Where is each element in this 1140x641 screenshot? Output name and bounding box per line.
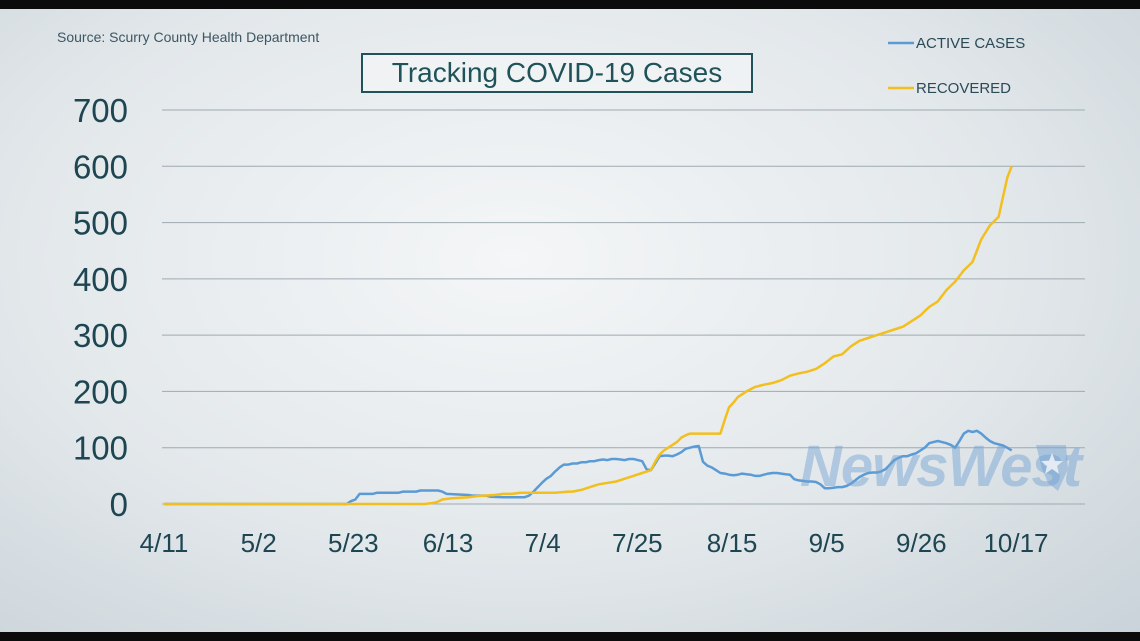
legend-label: RECOVERED <box>916 80 1011 97</box>
y-tick-label: 0 <box>110 486 128 523</box>
series-line-active-cases <box>164 429 1013 506</box>
x-tick-label: 5/2 <box>241 528 277 558</box>
chart-frame: Source: Scurry County Health Department … <box>0 9 1140 632</box>
y-tick-label: 500 <box>73 205 128 242</box>
x-tick-label: 10/17 <box>983 528 1048 558</box>
y-tick-label: 200 <box>73 373 128 410</box>
x-tick-label: 7/4 <box>525 528 561 558</box>
y-tick-label: 400 <box>73 261 128 298</box>
x-tick-label: 8/15 <box>707 528 758 558</box>
line-chart: 0 100 200 300 400 500 600 700 4/11 5/2 5/23 6/13 7/… <box>73 35 1085 558</box>
x-tick-label: 9/26 <box>896 528 947 558</box>
x-axis-ticks: 4/11 5/2 5/23 6/13 7/4 7/25 8/15 9/5 9/26 10/17 <box>140 528 1049 558</box>
x-tick-label: 7/25 <box>612 528 663 558</box>
series-lines <box>164 165 1013 506</box>
x-tick-label: 4/11 <box>140 528 189 558</box>
x-tick-label: 5/23 <box>328 528 379 558</box>
y-tick-label: 300 <box>73 317 128 354</box>
source-note: Source: Scurry County Health Department <box>57 29 320 45</box>
x-tick-label: 6/13 <box>423 528 474 558</box>
legend: ACTIVE CASES RECOVERED <box>888 35 1025 97</box>
grid-lines <box>162 109 1085 505</box>
x-tick-label: 9/5 <box>809 528 845 558</box>
y-axis-ticks: 0 100 200 300 400 500 600 700 <box>73 92 128 523</box>
series-line-recovered <box>164 165 1013 506</box>
chart-title: Tracking COVID-19 Cases <box>361 53 753 93</box>
newswest-logo: NewsWest <box>800 434 1082 499</box>
y-tick-label: 600 <box>73 148 128 185</box>
legend-label: ACTIVE CASES <box>916 35 1025 52</box>
texas-star-icon <box>1036 445 1068 491</box>
y-tick-label: 100 <box>73 430 128 467</box>
y-tick-label: 700 <box>73 92 128 129</box>
